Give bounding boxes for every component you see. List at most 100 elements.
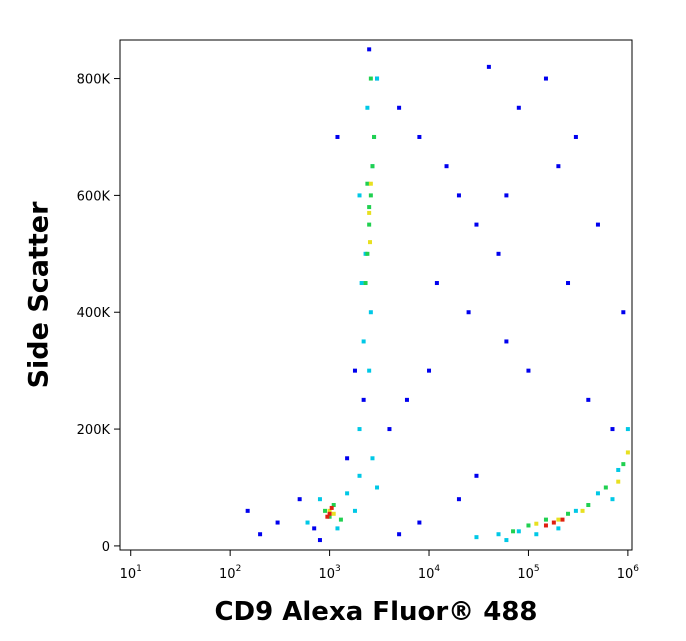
point <box>317 497 322 502</box>
x-tick-exponent: 1 <box>136 564 142 574</box>
point <box>258 532 263 537</box>
x-tick-exponent: 2 <box>236 564 242 574</box>
point <box>516 529 521 534</box>
point <box>586 503 591 508</box>
point <box>367 368 372 373</box>
point <box>621 462 626 467</box>
point <box>610 497 615 502</box>
point <box>566 281 571 286</box>
plot-frame <box>119 39 633 551</box>
point <box>504 339 509 344</box>
point <box>367 222 372 227</box>
y-axis-label: Side Scatter <box>24 201 55 389</box>
x-tick-base: 10 <box>617 567 634 582</box>
point <box>466 310 471 315</box>
point <box>317 538 322 543</box>
point <box>526 523 531 528</box>
point <box>486 64 491 69</box>
point <box>335 134 340 139</box>
point <box>345 491 350 496</box>
point <box>556 526 561 531</box>
point <box>625 427 630 432</box>
point <box>556 164 561 169</box>
point <box>474 473 479 478</box>
point <box>327 508 332 513</box>
point <box>595 222 600 227</box>
point <box>603 485 608 490</box>
point <box>534 532 539 537</box>
point <box>365 181 370 186</box>
point <box>543 517 548 522</box>
x-tick-base: 10 <box>318 567 335 582</box>
point <box>543 76 548 81</box>
point <box>275 520 280 525</box>
point <box>368 181 373 186</box>
point <box>474 535 479 540</box>
x-axis-label: CD9 Alexa Fluor® 488 <box>214 597 537 627</box>
point <box>368 310 373 315</box>
point <box>427 368 432 373</box>
point <box>616 467 621 472</box>
point <box>511 529 516 534</box>
point <box>516 105 521 110</box>
point <box>573 134 578 139</box>
point <box>375 76 380 81</box>
x-tick-base: 10 <box>120 567 137 582</box>
x-tick-base: 10 <box>517 567 534 582</box>
point <box>368 240 373 245</box>
point <box>551 520 556 525</box>
x-tick-label: 103 <box>318 564 340 582</box>
point <box>474 222 479 227</box>
x-tick-label: 102 <box>219 564 241 582</box>
point <box>368 76 373 81</box>
point <box>305 520 310 525</box>
point <box>543 523 548 528</box>
point <box>573 508 578 513</box>
point <box>352 368 357 373</box>
point <box>566 511 571 516</box>
point <box>363 281 368 286</box>
point <box>370 456 375 461</box>
point <box>361 397 366 402</box>
point <box>370 164 375 169</box>
point <box>352 508 357 513</box>
point <box>504 538 509 543</box>
point <box>367 210 372 215</box>
point <box>327 511 332 516</box>
point <box>417 520 422 525</box>
y-tick-label: 600K <box>77 189 111 204</box>
point <box>526 368 531 373</box>
point <box>365 251 370 256</box>
point <box>323 508 328 513</box>
point <box>331 511 336 516</box>
point <box>397 532 402 537</box>
x-tick-base: 10 <box>219 567 236 582</box>
point <box>621 310 626 315</box>
point <box>556 517 561 522</box>
point <box>534 521 539 526</box>
point <box>496 532 501 537</box>
x-tick-label: 106 <box>617 564 640 582</box>
point <box>367 47 372 52</box>
point <box>331 503 336 508</box>
x-tick-label: 105 <box>517 564 539 582</box>
point <box>357 193 362 198</box>
point <box>335 526 340 531</box>
point <box>404 397 409 402</box>
x-tick-label: 101 <box>120 564 142 582</box>
point <box>595 491 600 496</box>
x-tick-exponent: 4 <box>434 564 440 574</box>
point <box>372 134 377 139</box>
point <box>504 193 509 198</box>
x-tick-exponent: 6 <box>633 564 639 574</box>
point <box>387 427 392 432</box>
point <box>361 339 366 344</box>
point <box>580 508 585 513</box>
y-tick-label: 400K <box>77 306 111 321</box>
point <box>357 473 362 478</box>
point <box>338 517 343 522</box>
x-tick-exponent: 5 <box>534 564 540 574</box>
point <box>357 427 362 432</box>
point <box>397 105 402 110</box>
